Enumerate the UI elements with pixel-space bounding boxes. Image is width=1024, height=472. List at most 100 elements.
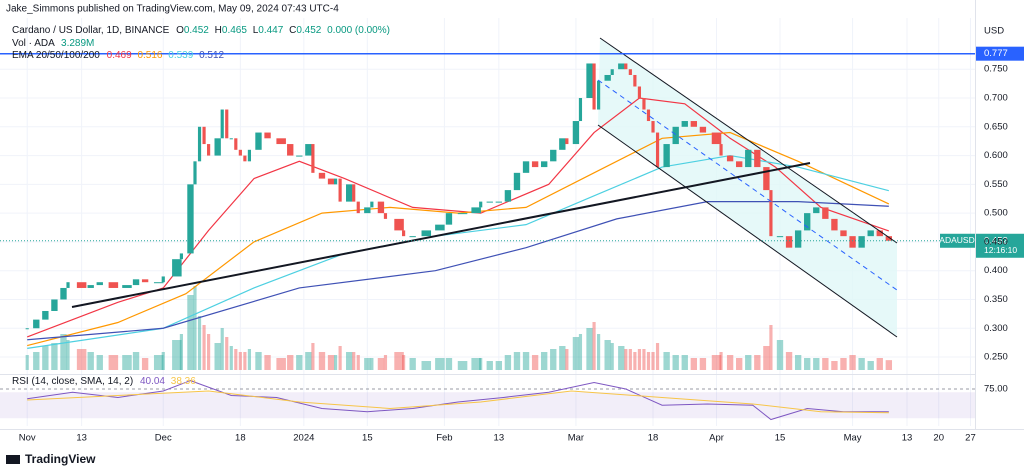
ohlc-value: 0.452 (296, 25, 321, 36)
ohlc-label: H (215, 25, 222, 36)
x-tick-label: 13 (76, 433, 87, 444)
volume-bar (531, 355, 539, 370)
x-tick-label: Nov (19, 433, 36, 444)
symbol-tag (940, 233, 975, 248)
last-price-label: 0.452 (984, 235, 1008, 246)
volume-bar (559, 346, 566, 370)
volume-bar (831, 361, 838, 370)
volume-bar (25, 355, 29, 370)
volume-bar (435, 358, 445, 370)
volume-bar (637, 349, 642, 370)
volume-bar (193, 286, 197, 370)
x-tick-label: 13 (494, 433, 505, 444)
volume-bar (711, 355, 722, 370)
candle-body (66, 282, 70, 288)
volume-bar (794, 355, 802, 370)
y-tick-label: 0.350 (984, 294, 1008, 305)
volume-bar (141, 358, 149, 370)
rsi-band (0, 392, 975, 419)
candle-body (776, 236, 784, 238)
volume-bar (572, 337, 580, 370)
volume-bar (202, 325, 206, 370)
candle-body (25, 328, 29, 330)
ohlc-label: L (253, 25, 259, 36)
x-tick-label: 15 (775, 433, 786, 444)
candle-body (42, 310, 49, 320)
candle-body (122, 285, 132, 288)
candle-body (745, 149, 752, 168)
volume-bar (338, 346, 342, 370)
volume-bar (813, 358, 820, 370)
candle-body (592, 63, 596, 110)
volume-bar (229, 346, 233, 370)
volume-bar (849, 355, 856, 370)
candle-body (96, 282, 103, 286)
channel-fill (598, 38, 897, 337)
candle-body (220, 109, 224, 139)
candle-body (885, 236, 893, 241)
volume-bar (179, 334, 183, 370)
candle-layer (25, 63, 893, 330)
support-trendline (71, 162, 811, 308)
candle-body (276, 138, 286, 145)
candle-body (352, 184, 356, 202)
candle-body (646, 109, 651, 122)
candle-body (471, 207, 481, 214)
candle-body (364, 207, 371, 214)
volume-bar (409, 358, 416, 370)
volume-bar (172, 340, 182, 370)
volume-bar (726, 355, 734, 370)
candle-body (356, 201, 360, 214)
candle-body (161, 276, 165, 283)
volume-bar (550, 349, 557, 370)
volume-bar (377, 358, 385, 370)
volume-bar (108, 355, 119, 370)
x-tick-label: 13 (902, 433, 913, 444)
candle-body (421, 230, 432, 237)
volume-bar (633, 352, 637, 370)
volume-bar (161, 352, 165, 370)
volume-bar (867, 361, 874, 370)
volume-bar (624, 349, 628, 370)
candle-body (597, 80, 601, 110)
candle-body (624, 63, 628, 70)
candle-body (858, 236, 865, 248)
volume-bar (311, 343, 315, 370)
brand: TradingView (6, 452, 96, 466)
candle-body (681, 121, 688, 127)
symbol-label: ADAUSD (939, 235, 974, 245)
volume-bar (495, 361, 503, 370)
candle-body (394, 218, 404, 231)
vol-value: 3.289M (61, 38, 94, 49)
candle-body (736, 161, 743, 168)
volume-bar (247, 349, 252, 370)
volume-bar (66, 340, 70, 370)
candle-body (559, 138, 566, 150)
volume-bar (858, 358, 865, 370)
time-axis-border (0, 429, 1024, 430)
indicator-line (27, 390, 889, 414)
ema-label: EMA 20/50/100/200 (12, 50, 100, 61)
rsi-tick-label: 75.00 (984, 384, 1008, 395)
ema-value: 0.539 (168, 50, 193, 61)
volume-bar (33, 352, 40, 370)
candle-body (87, 285, 94, 288)
candle-body (33, 319, 40, 329)
volume-bar (187, 295, 194, 370)
candle-body (108, 282, 119, 288)
volume-bar (610, 343, 614, 370)
volume-bar (736, 358, 743, 370)
candle-body (141, 279, 149, 283)
y-tick-label: 0.500 (984, 208, 1008, 219)
candle-body (225, 109, 229, 139)
candle-body (822, 207, 829, 219)
candle-body (690, 121, 698, 127)
volume-bar (592, 322, 596, 370)
channel-upper (599, 37, 898, 244)
volume-bar (578, 334, 583, 370)
volume-bar (305, 352, 312, 370)
volume-bar (876, 358, 883, 370)
channel-mid (597, 79, 898, 291)
candle-body (754, 149, 761, 168)
candle-body (610, 69, 614, 75)
